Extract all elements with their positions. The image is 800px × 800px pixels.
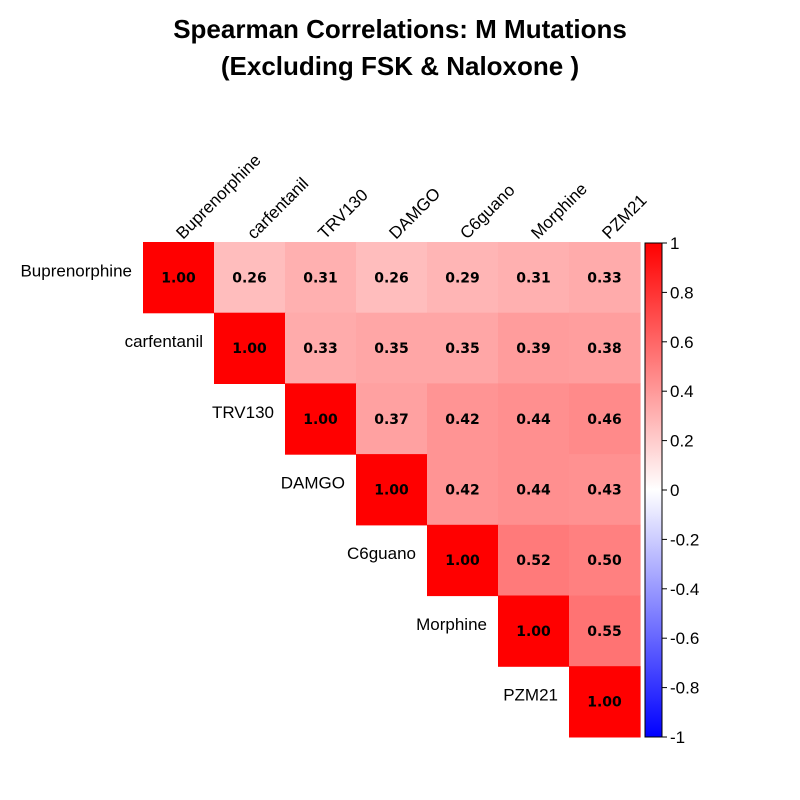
cell-value-label-2-2: 1.00: [303, 412, 338, 428]
heatmap-cell-2-4: [427, 383, 499, 455]
colorbar-tick-label-1: 0.8: [670, 283, 694, 302]
heatmap-cell-3-5: [498, 454, 570, 526]
heatmap-cell-0-3: [356, 242, 428, 314]
column-label-5: Morphine: [527, 179, 591, 243]
heatmap-cells: [143, 242, 641, 738]
cell-value-label-0-3: 0.26: [374, 270, 409, 286]
column-label-3: DAMGO: [385, 184, 444, 243]
cell-value-label-2-3: 0.37: [374, 412, 409, 428]
heatmap-cell-2-3: [356, 383, 428, 455]
row-label-5: Morphine: [416, 615, 487, 634]
cell-value-label-5-6: 0.55: [587, 624, 622, 640]
cell-value-label-2-5: 0.44: [516, 412, 551, 428]
heatmap-cell-0-5: [498, 242, 570, 314]
heatmap-cell-3-6: [569, 454, 641, 526]
cell-value-label-1-1: 1.00: [232, 341, 267, 357]
row-label-0: Buprenorphine: [20, 261, 132, 280]
colorbar-tick-label-9: -0.8: [670, 679, 699, 698]
row-label-6: PZM21: [503, 686, 558, 705]
cell-value-label-3-6: 0.43: [587, 482, 622, 498]
cell-value-label-3-4: 0.42: [445, 482, 480, 498]
cell-value-label-6-6: 1.00: [587, 695, 622, 711]
heatmap-cell-0-6: [569, 242, 641, 314]
heatmap-cell-3-4: [427, 454, 499, 526]
cell-value-label-0-0: 1.00: [161, 270, 196, 286]
cell-value-label-1-5: 0.39: [516, 341, 551, 357]
heatmap-cell-1-3: [356, 312, 428, 384]
heatmap-cell-1-6: [569, 312, 641, 384]
colorbar-tick-label-4: 0.2: [670, 432, 694, 451]
heatmap-value-labels: 1.00 0.26 0.31 0.26 0.29 0.31 0.33 1.00 0.33 0.35…: [161, 270, 622, 710]
heatmap-cell-2-6: [569, 383, 641, 455]
cell-value-label-0-2: 0.31: [303, 270, 338, 286]
colorbar-gradient: [644, 242, 663, 738]
heatmap-cell-5-6: [569, 595, 641, 667]
cell-value-label-2-6: 0.46: [587, 412, 622, 428]
cell-value-label-1-2: 0.33: [303, 341, 338, 357]
heatmap-cell-5-5: [498, 595, 570, 667]
cell-value-label-2-4: 0.42: [445, 412, 480, 428]
heatmap-cell-4-4: [427, 524, 499, 597]
heatmap-cell-6-6: [569, 666, 641, 738]
row-label-4: C6guano: [347, 544, 416, 563]
heatmap-cell-1-1: [214, 312, 286, 384]
chart-title-line-2: (Excluding FSK & Naloxone ): [221, 51, 579, 81]
heatmap-cell-1-5: [498, 312, 570, 384]
colorbar-tick-label-2: 0.6: [670, 333, 694, 352]
heatmap-cell-2-5: [498, 383, 570, 455]
colorbar-tick-label-6: -0.2: [670, 530, 699, 549]
heatmap-cell-0-4: [427, 242, 499, 314]
heatmap-cell-0-0: [143, 242, 215, 314]
cell-value-label-3-5: 0.44: [516, 482, 551, 498]
row-labels: Buprenorphine carfentanil TRV130 DAMGO C6gua…: [20, 261, 558, 704]
cell-value-label-0-6: 0.33: [587, 270, 622, 286]
colorbar-tick-label-5: 0: [670, 481, 679, 500]
heatmap-cell-0-2: [285, 242, 357, 314]
cell-value-label-0-4: 0.29: [445, 270, 480, 286]
heatmap-cell-3-3: [356, 454, 428, 526]
colorbar-tick-label-0: 1: [670, 234, 679, 253]
heatmap-cell-1-4: [427, 312, 499, 384]
cell-value-label-1-6: 0.38: [587, 341, 622, 357]
cell-value-label-0-1: 0.26: [232, 270, 267, 286]
colorbar-tick-label-3: 0.4: [670, 382, 694, 401]
cell-value-label-0-5: 0.31: [516, 270, 551, 286]
cell-value-label-3-3: 1.00: [374, 482, 409, 498]
heatmap-cell-2-2: [285, 383, 357, 455]
cell-value-label-4-4: 1.00: [445, 553, 480, 569]
colorbar: 1 0.8 0.6 0.4 0.2 0 -0.2 -0.4 -0.6 -0.8 -1: [644, 234, 699, 747]
heatmap-cell-4-6: [569, 524, 641, 597]
cell-value-label-1-4: 0.35: [445, 341, 480, 357]
heatmap-cell-4-5: [498, 524, 570, 597]
cell-value-label-1-3: 0.35: [374, 341, 409, 357]
cell-value-label-4-6: 0.50: [587, 553, 622, 569]
colorbar-tick-label-10: -1: [670, 728, 685, 747]
colorbar-tick-label-7: -0.4: [670, 580, 699, 599]
column-label-2: TRV130: [314, 186, 371, 243]
cell-value-label-5-5: 1.00: [516, 624, 551, 640]
row-label-3: DAMGO: [281, 473, 345, 492]
column-label-4: C6guano: [456, 181, 518, 243]
cell-value-label-4-5: 0.52: [516, 553, 551, 569]
heatmap-cell-1-2: [285, 312, 357, 384]
column-label-1: carfentanil: [243, 174, 312, 243]
chart-title-line-1: Spearman Correlations: M Mutations: [173, 14, 627, 44]
colorbar-tick-label-8: -0.6: [670, 629, 699, 648]
row-label-2: TRV130: [212, 403, 274, 422]
heatmap-cell-0-1: [214, 242, 286, 314]
row-label-1: carfentanil: [125, 332, 203, 351]
column-label-6: PZM21: [598, 191, 650, 243]
